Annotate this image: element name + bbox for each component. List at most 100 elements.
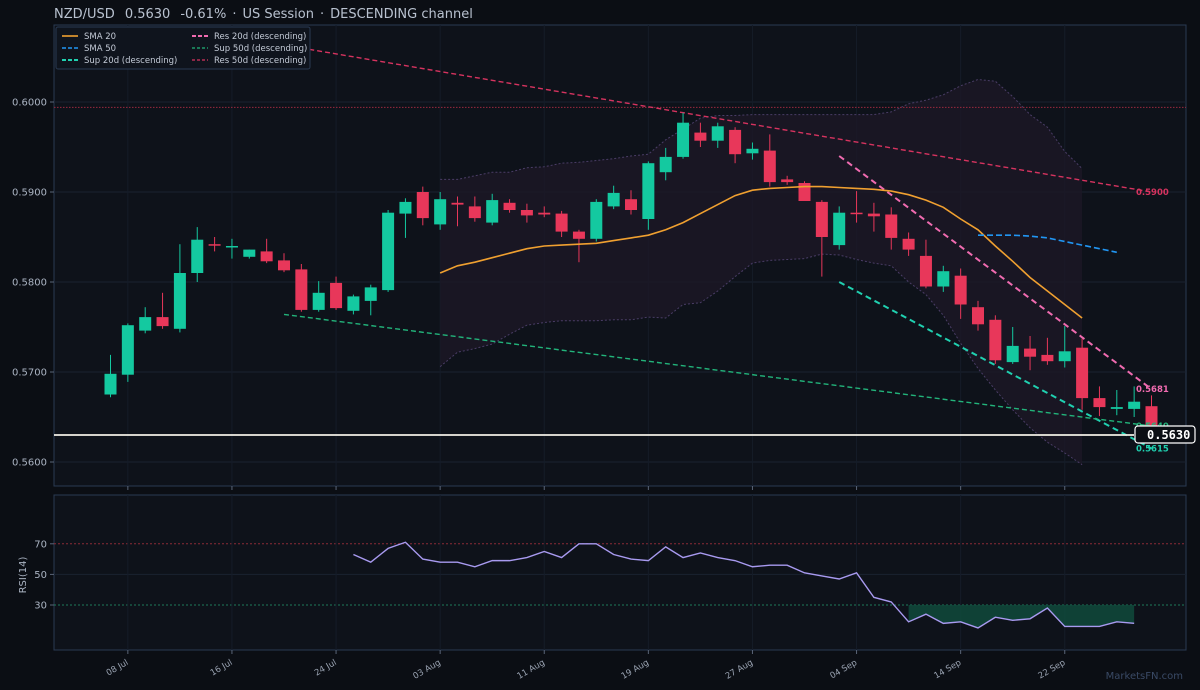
rsi-panel: 30 50 70 RSI(14) <box>18 494 1187 651</box>
candle <box>1145 395 1158 431</box>
candle-body <box>295 269 308 310</box>
bollinger-upper <box>440 78 1083 180</box>
rsi-oversold-area <box>908 605 1135 628</box>
watermark: MarketsFN.com <box>1106 671 1183 682</box>
candle-body <box>364 287 377 301</box>
candle <box>312 281 325 312</box>
candle <box>503 199 516 213</box>
candle-body <box>330 282 343 309</box>
candle-body <box>503 202 516 210</box>
candle-body <box>833 212 846 246</box>
legend-sma20-label: SMA 20 <box>84 32 116 42</box>
session-label: US Session <box>242 7 314 22</box>
candle <box>278 253 290 273</box>
candle <box>763 134 776 187</box>
candlesticks <box>104 112 1158 431</box>
candle-body <box>173 273 186 329</box>
candle-body <box>156 317 169 327</box>
candle-body <box>451 202 464 205</box>
candle <box>937 265 950 292</box>
candle-body <box>208 244 221 246</box>
legend-sup20-label: Sup 20d (descending) <box>84 56 177 66</box>
candle <box>659 147 672 181</box>
candle <box>486 193 499 226</box>
candle <box>260 238 273 264</box>
candle-body <box>1006 345 1019 363</box>
legend: SMA 20 SMA 50 Sup 20d (descending) Res 20d … <box>55 26 311 70</box>
candle-body <box>572 231 585 239</box>
legend-res20-label: Res 20d (descending) <box>214 32 306 42</box>
candle <box>902 232 915 256</box>
candle-body <box>399 201 412 214</box>
candle-body <box>954 275 967 305</box>
candle-body <box>520 210 533 216</box>
candle <box>330 276 343 310</box>
candle-body <box>382 212 395 291</box>
last-price-tag-text: 0.5630 <box>1147 428 1190 442</box>
candle <box>156 292 169 329</box>
candle <box>173 244 186 333</box>
candle-body <box>746 148 759 154</box>
candle <box>347 294 360 315</box>
channel-label: DESCENDING channel <box>330 7 473 22</box>
candle <box>1024 336 1037 371</box>
candle <box>989 315 1002 364</box>
candle-body <box>1058 351 1071 362</box>
sup-50d-line <box>283 313 1152 427</box>
candle <box>416 186 429 226</box>
candle <box>208 237 221 252</box>
res-20d-line-end-label: 0.5681 <box>1136 385 1169 395</box>
legend-sup50: Sup 50d (descending) <box>192 44 307 54</box>
candle <box>607 185 620 210</box>
candle-body <box>312 292 325 310</box>
rsi-ytick-label: 30 <box>34 601 47 612</box>
candle-body <box>902 238 915 250</box>
candle-body <box>1128 401 1141 409</box>
candle <box>243 249 256 259</box>
candle-body <box>711 126 724 141</box>
legend-sma20: SMA 20 <box>62 32 116 42</box>
candle <box>954 268 967 319</box>
legend-sma50-label: SMA 50 <box>84 44 116 54</box>
legend-frame <box>55 26 311 70</box>
candle <box>1058 326 1071 368</box>
candle-body <box>486 200 499 223</box>
price-ytick-label: 0.5700 <box>12 368 47 379</box>
candle <box>1128 386 1141 417</box>
candle-body <box>104 373 117 395</box>
candle <box>885 207 898 250</box>
candle-body <box>989 319 1002 361</box>
bollinger-bands <box>439 78 1083 466</box>
sup-20d-line <box>838 281 1152 450</box>
last-price-tag: 0.5630 <box>1134 425 1196 444</box>
candle-body <box>763 150 776 183</box>
sma50-line <box>978 234 1117 254</box>
candle <box>364 284 377 316</box>
candle <box>694 122 707 147</box>
sup-20d-line-end-label: 0.5615 <box>1136 445 1169 455</box>
chart-header: NZD/USD 0.5630 -0.61% · US Session · DESCENDIN… <box>54 7 473 22</box>
candle <box>781 175 794 185</box>
candle-body <box>729 129 742 155</box>
candle-body <box>121 325 134 375</box>
candle <box>1110 390 1123 416</box>
candle <box>1076 338 1089 410</box>
candle-body <box>850 212 863 215</box>
candle <box>399 198 412 238</box>
legend-res50: Res 50d (descending) <box>192 56 306 66</box>
candle <box>798 181 811 201</box>
candle <box>642 161 655 230</box>
candle-body <box>781 179 794 183</box>
bollinger-fill <box>440 79 1083 465</box>
candle-body <box>625 199 637 210</box>
legend-sup50-label: Sup 50d (descending) <box>214 44 307 54</box>
trend-lines <box>283 47 1153 450</box>
rsi-ylabel: RSI(14) <box>18 557 29 594</box>
bollinger-lower <box>439 253 1083 466</box>
candle-body <box>607 192 620 207</box>
candle-body <box>677 122 690 157</box>
candle-body <box>260 251 273 262</box>
res-50d-line-end-label: 0.5900 <box>1136 188 1169 198</box>
candle <box>538 206 551 218</box>
